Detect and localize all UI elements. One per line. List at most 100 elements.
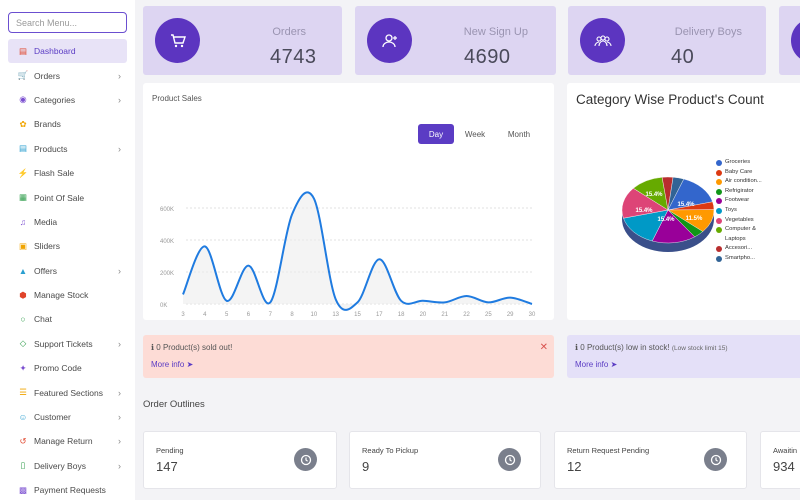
sold-out-more-link[interactable]: More info ➤ [151,360,194,369]
outline-card-pending[interactable]: Pending 147 [143,431,337,489]
history-icon [294,448,317,471]
sold-out-alert: ℹ 0 Product(s) sold out! More info ➤ ✕ [143,335,554,378]
legend-label: Footwear [725,197,750,204]
sidebar-item-label: Point Of Sale [34,192,85,203]
box-icon: ▤ [18,143,28,154]
sidebar-item-featured-sections[interactable]: ☰ Featured Sections › [8,380,127,404]
sidebar-item-label: Manage Return [34,436,93,447]
chevron-right-icon: › [118,412,121,423]
sidebar-item-offers[interactable]: ▲ Offers › [8,259,127,283]
sidebar-item-manage-stock[interactable]: ⬢ Manage Stock [8,283,127,307]
sidebar-item-label: Support Tickets [34,338,93,349]
outline-label: Ready To Pickup [362,446,419,455]
low-stock-more-link[interactable]: More info ➤ [575,360,618,369]
cart-icon [155,18,200,63]
sidebar-item-payment-requests[interactable]: ▩ Payment Requests [8,478,127,500]
chevron-right-icon: › [118,338,121,349]
user-icon: ☺ [18,412,28,423]
sales-area-shadow [183,192,532,310]
target-icon: ◉ [19,94,27,105]
sales-line [182,191,533,311]
chevron-right-icon: › [118,460,121,471]
y-tick-label: 600K [160,207,174,213]
pos-icon: ▦ [18,192,28,203]
sidebar-item-label: Payment Requests [34,485,106,496]
chevron-right-icon: › [118,143,121,154]
sidebar: ▤ Dashboard 🛒 Orders › ◉ Categories › ✿ Brands ▤ Pr… [0,0,135,500]
x-tick-label: 18 [398,312,405,318]
chevron-right-icon: › [118,265,121,276]
sidebar-item-label: Media [34,216,58,227]
stat-label: New Sign Up [463,26,528,38]
group-icon [580,18,625,63]
sidebar-item-orders[interactable]: 🛒 Orders › [8,63,127,87]
outline-card-ready[interactable]: Ready To Pickup 9 [349,431,541,489]
x-tick-label: 29 [507,312,514,318]
stat-card-partial[interactable] [779,6,800,75]
legend-swatch [716,198,722,205]
sidebar-item-chat[interactable]: ○ Chat [8,307,127,331]
stat-card-delivery[interactable]: Delivery Boys 40 [568,6,766,75]
stat-card-orders[interactable]: Orders 4743 [143,6,342,75]
sidebar-item-promo-code[interactable]: ✦ Promo Code [8,356,127,380]
pie-slice [667,176,685,211]
sidebar-item-manage-return[interactable]: ↺ Manage Return › [8,429,127,453]
legend-label: Smartpho... [725,254,755,261]
legend-label: Baby Care [725,168,753,175]
y-tick-label: 400K [160,239,174,245]
sidebar-item-sliders[interactable]: ▣ Sliders [8,234,127,258]
legend-swatch [716,255,722,262]
pie-pct-label: 15.4% [635,208,653,214]
pie-pct-label: 15.4% [645,192,663,198]
sold-out-text: 0 Product(s) sold out! [156,343,233,352]
arrow-circle-icon: ➤ [610,360,618,369]
sidebar-item-support-tickets[interactable]: ◇ Support Tickets › [8,332,127,356]
sidebar-item-point-of-sale[interactable]: ▦ Point Of Sale [8,185,127,209]
sidebar-item-label: Flash Sale [34,168,75,179]
search-input[interactable] [8,12,127,33]
sidebar-menu: ▤ Dashboard 🛒 Orders › ◉ Categories › ✿ Brands ▤ Pr… [8,39,127,500]
outline-value: 147 [156,459,178,474]
sidebar-item-products[interactable]: ▤ Products › [8,137,127,161]
close-icon[interactable]: ✕ [539,342,548,353]
outline-value: 9 [362,459,370,474]
x-tick-label: 10 [311,312,318,318]
sidebar-item-media[interactable]: ♫ Media [8,210,127,234]
toggle-month[interactable]: Month [507,129,531,139]
x-tick-label: 21 [441,312,448,318]
arrow-circle-icon: ➤ [186,360,194,369]
legend-label: Accesori... [725,245,753,252]
outline-label: Pending [156,446,184,455]
x-tick-label: 20 [420,312,427,318]
sidebar-item-label: Offers [34,265,57,276]
outline-card-return[interactable]: Return Request Pending 12 [554,431,747,489]
sidebar-item-label: Customer [34,412,71,423]
legend-label: Refrigirator [725,187,754,194]
outline-label: Awaitin [773,446,798,455]
x-tick-label: 5 [225,312,229,318]
sidebar-item-dashboard[interactable]: ▤ Dashboard [8,39,127,64]
legend-item: Smartpho... [716,254,766,264]
legend-item: Accesori... [716,244,766,254]
monitor-icon: ▤ [18,45,28,56]
sidebar-item-customer[interactable]: ☺ Customer › [8,405,127,429]
history-icon [498,448,521,471]
stat-card-signup[interactable]: New Sign Up 4690 [355,6,556,75]
chat-icon: ○ [20,314,26,325]
stat-label: Delivery Boys [674,26,742,38]
outline-card-awaiting[interactable]: Awaitin 934 [760,431,800,489]
order-outlines-title: Order Outlines [143,399,205,410]
sidebar-item-label: Brands [34,119,61,130]
toggle-week[interactable]: Week [464,129,486,139]
legend-label: Computer & Laptops [725,226,756,242]
sidebar-item-flash-sale[interactable]: ⚡ Flash Sale [8,161,127,185]
sidebar-item-delivery-boys[interactable]: ▯ Delivery Boys › [8,454,127,478]
outline-value: 934 [773,459,795,474]
x-tick-label: 30 [529,312,536,318]
sidebar-item-label: Orders [34,70,60,81]
sidebar-item-categories[interactable]: ◉ Categories › [8,88,127,112]
toggle-day[interactable]: Day [418,124,454,144]
phone-icon: ▯ [20,460,26,471]
sidebar-item-brands[interactable]: ✿ Brands [8,112,127,136]
legend-item: Air condition... [716,177,766,187]
